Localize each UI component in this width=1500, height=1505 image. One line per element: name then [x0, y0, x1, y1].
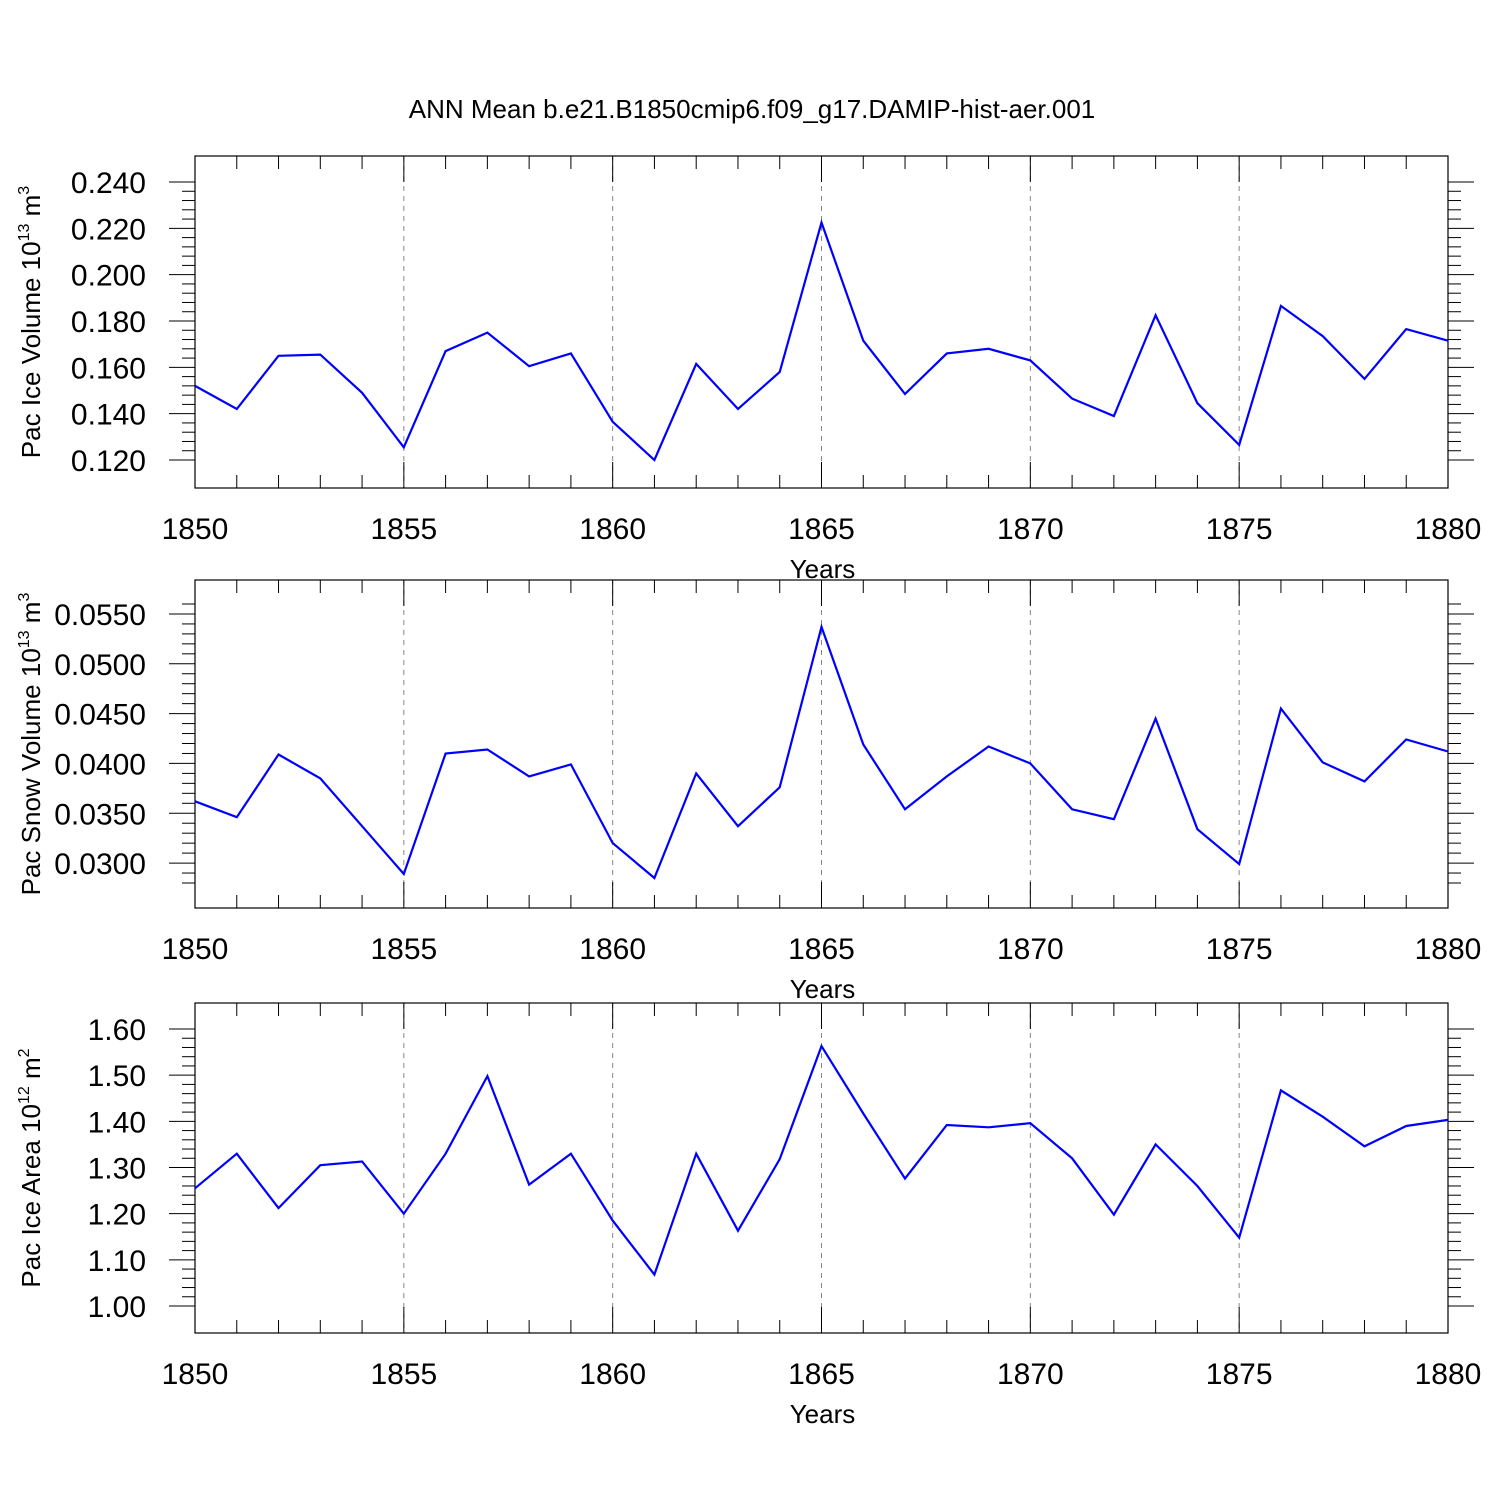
chart-title: ANN Mean b.e21.B1850cmip6.f09_g17.DAMIP-… [409, 94, 1096, 124]
plot-frame [194, 1002, 1449, 1334]
plot-frame [194, 579, 1449, 909]
x-tick-label: 1865 [788, 933, 855, 966]
x-tick-label: 1875 [1206, 933, 1273, 966]
y-axis-label: Pac Ice Area 1012 m2 [16, 1048, 46, 1287]
x-tick-label: 1875 [1206, 513, 1273, 546]
x-tick-label: 1870 [997, 1358, 1064, 1391]
x-tick-label: 1870 [997, 513, 1064, 546]
x-tick-label: 1860 [579, 1358, 646, 1391]
x-tick-label: 1880 [1415, 933, 1482, 966]
y-tick-label: 0.160 [71, 352, 146, 385]
series-line [194, 218, 1449, 462]
x-tick-label: 1865 [788, 513, 855, 546]
x-axis-label: Years [790, 974, 856, 1004]
x-tick-label: 1860 [579, 513, 646, 546]
x-tick-label: 1855 [370, 933, 437, 966]
x-tick-label: 1850 [162, 1358, 229, 1391]
y-tick-label: 1.60 [88, 1014, 146, 1047]
y-axis-label-unit: m [16, 1057, 46, 1086]
y-tick-label: 0.0550 [54, 599, 146, 632]
x-tick-label: 1870 [997, 933, 1064, 966]
y-tick-label: 0.0300 [54, 848, 146, 881]
x-tick-label: 1865 [788, 1358, 855, 1391]
y-axis-label-unit-exponent: 3 [16, 593, 33, 602]
y-tick-label: 1.10 [88, 1245, 146, 1278]
panels: 1850 1855 1860 1865 1870 1875 1880 0.120 0.140 0.… [16, 155, 1482, 1429]
y-tick-label: 0.140 [71, 399, 146, 432]
y-tick-label: 0.0500 [54, 649, 146, 682]
y-tick-label: 1.40 [88, 1106, 146, 1139]
x-tick-label: 1880 [1415, 513, 1482, 546]
y-axis-label: Pac Ice Volume 1013 m3 [16, 186, 46, 459]
y-axis-label-exponent: 12 [16, 1086, 33, 1104]
series-line [194, 1043, 1449, 1277]
x-axis-label: Years [790, 1399, 856, 1429]
series-line [194, 623, 1449, 880]
y-axis-label-unit-exponent: 2 [16, 1048, 33, 1057]
x-tick-label: 1855 [370, 513, 437, 546]
panel-2: 1850 1855 1860 1865 1870 1875 1880 0.0300 0.0350… [16, 579, 1482, 1004]
x-tick-label: 1875 [1206, 1358, 1273, 1391]
y-tick-label: 0.200 [71, 260, 146, 293]
y-tick-label: 1.50 [88, 1060, 146, 1093]
y-axis-label-unit-exponent: 3 [16, 186, 33, 195]
y-axis-label-exponent: 13 [16, 630, 33, 648]
y-axis-label-text: Pac Ice Volume 10 [16, 241, 46, 458]
y-axis-label: Pac Snow Volume 1013 m3 [16, 593, 46, 896]
y-axis-label-text: Pac Ice Area 10 [16, 1104, 46, 1288]
panel-1: 1850 1855 1860 1865 1870 1875 1880 0.120 0.140 0.… [16, 155, 1482, 584]
x-axis-label: Years [790, 554, 856, 584]
y-tick-label: 0.220 [71, 213, 146, 246]
plot-frame [194, 155, 1449, 489]
y-tick-label: 1.20 [88, 1199, 146, 1232]
y-tick-label: 0.0450 [54, 699, 146, 732]
y-axis-label-text: Pac Snow Volume 10 [16, 648, 46, 895]
x-tick-label: 1855 [370, 1358, 437, 1391]
y-tick-label: 0.240 [71, 167, 146, 200]
y-tick-label: 0.0350 [54, 798, 146, 831]
x-tick-label: 1850 [162, 933, 229, 966]
x-tick-label: 1860 [579, 933, 646, 966]
y-axis-label-unit: m [16, 602, 46, 631]
y-tick-label: 1.00 [88, 1291, 146, 1324]
y-tick-label: 0.120 [71, 445, 146, 478]
x-tick-label: 1880 [1415, 1358, 1482, 1391]
y-tick-label: 0.0400 [54, 748, 146, 781]
y-axis-label-exponent: 13 [16, 223, 33, 241]
y-tick-label: 0.180 [71, 306, 146, 339]
x-tick-label: 1850 [162, 513, 229, 546]
panel-3: 1850 1855 1860 1865 1870 1875 1880 1.00 1.10 1.20… [16, 1002, 1482, 1429]
y-axis-label-unit: m [16, 195, 46, 224]
y-tick-label: 1.30 [88, 1153, 146, 1186]
